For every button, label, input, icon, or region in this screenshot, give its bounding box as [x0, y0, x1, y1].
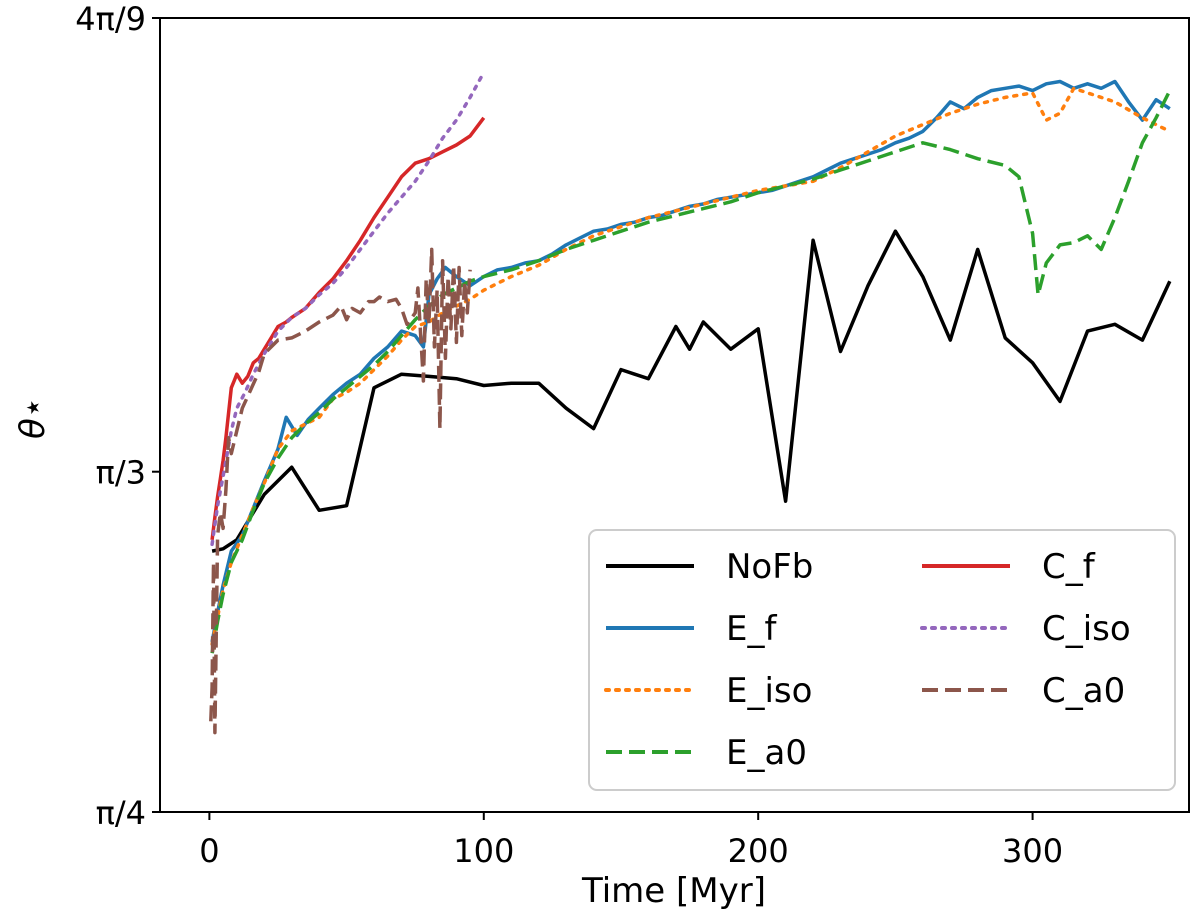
y-tick-label: π/4: [96, 794, 146, 832]
series-line-c-a0: [209, 247, 472, 735]
series-line-e-a0: [210, 89, 1172, 654]
x-tick-label: 100: [453, 832, 514, 870]
plot-frame: [159, 17, 1190, 813]
legend: NoFb E_f E_iso E_a0 C_f C_iso C_a0: [588, 529, 1176, 791]
legend-label-e-f: E_f: [726, 609, 777, 649]
y-axis-label: θ⋆: [13, 397, 53, 439]
legend-label-c-a0: C_a0: [1042, 671, 1125, 711]
legend-label-c-f: C_f: [1042, 547, 1096, 587]
x-tick-label: 0: [199, 832, 219, 870]
legend-label-e-a0: E_a0: [726, 733, 807, 773]
x-tick-label: 200: [728, 832, 789, 870]
x-tick-label: 300: [1002, 832, 1063, 870]
y-tick-label: 4π/9: [75, 0, 146, 38]
x-axis: 0 100 200 300: [199, 812, 1063, 870]
series-line-c-iso: [210, 70, 486, 547]
legend-label-c-iso: C_iso: [1042, 609, 1131, 649]
legend-label-nofb: NoFb: [726, 547, 813, 587]
y-tick-label: π/3: [96, 454, 146, 492]
series-line-c-f: [210, 116, 486, 541]
legend-label-e-iso: E_iso: [726, 671, 812, 711]
x-axis-label: Time [Myr]: [581, 871, 766, 911]
series-line-e-iso: [210, 86, 1172, 646]
legend-box: [588, 529, 1176, 791]
series-line-nofb: [211, 229, 1172, 553]
series-layer: [209, 70, 1172, 735]
y-axis: π/4 π/3 4π/9: [75, 0, 160, 832]
